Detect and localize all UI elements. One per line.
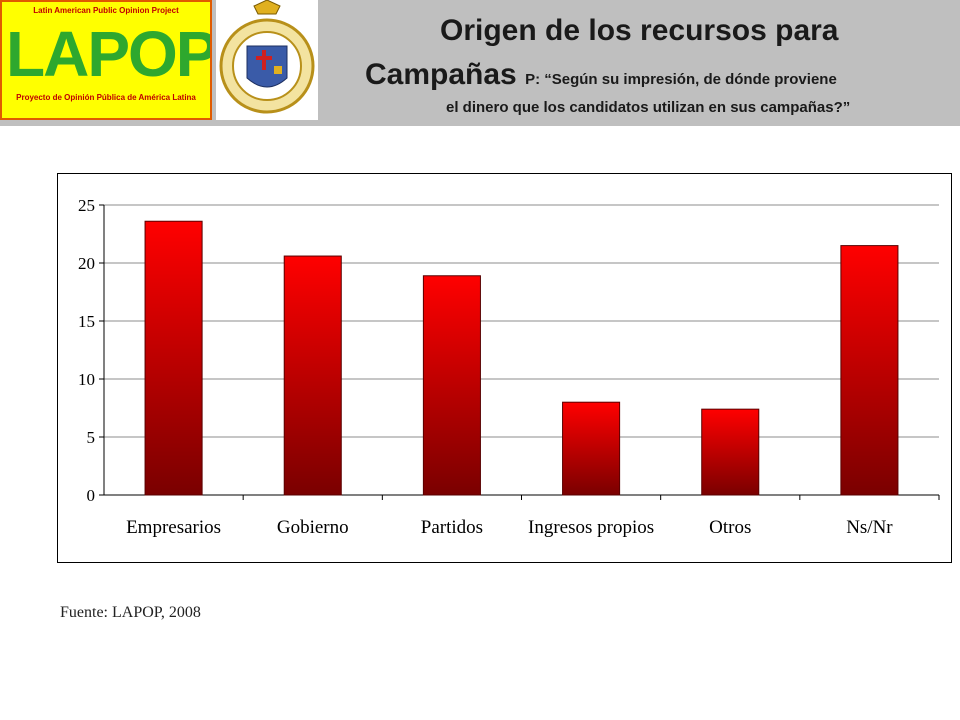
y-tick-label: 10 (78, 370, 95, 389)
y-tick-label: 15 (78, 312, 95, 331)
y-tick-label: 25 (78, 196, 95, 215)
question-text-line2: el dinero que los candidatos utilizan en… (446, 99, 851, 116)
x-tick-label: Partidos (421, 517, 483, 538)
bar-empresarios (144, 220, 203, 496)
university-seal-logo (216, 0, 318, 120)
header-banner: Latin American Public Opinion Project LA… (0, 0, 960, 126)
lapop-logo: Latin American Public Opinion Project LA… (0, 0, 212, 120)
lapop-logo-word: LAPOP (6, 18, 212, 90)
x-tick-label: Ns/Nr (846, 517, 893, 538)
bar-otros (701, 408, 760, 496)
chart-frame: 0 5 10 15 20 25 Empresarios Gobierno Partidos Ing… (57, 173, 952, 563)
y-tick-label: 20 (78, 254, 95, 273)
bar-gobierno (283, 255, 342, 496)
y-tick-label: 5 (87, 428, 96, 447)
bar-ingresos-propios (562, 401, 621, 496)
lapop-logo-bottom-text: Proyecto de Opinión Pública de América L… (16, 93, 196, 102)
bar-ns-nr (840, 245, 899, 496)
page-title-line1: Origen de los recursos para (440, 14, 839, 47)
lapop-logo-top-text: Latin American Public Opinion Project (33, 6, 179, 15)
bar-chart: 0 5 10 15 20 25 Empresarios Gobierno Partidos Ing… (78, 196, 940, 538)
x-tick-label: Otros (709, 517, 751, 538)
x-tick-label: Empresarios (126, 517, 221, 538)
x-tick-label: Gobierno (277, 517, 349, 538)
y-tick-label: 0 (87, 486, 96, 505)
question-text-line1: P: “Según su impresión, de dónde provien… (525, 71, 837, 88)
university-seal-icon (219, 0, 315, 114)
page-title-line2: Campañas P: “Según su impresión, de dónd… (365, 58, 837, 92)
x-tick-label: Ingresos propios (528, 517, 654, 538)
page-title-campanas: Campañas (365, 58, 517, 91)
bar-partidos (422, 275, 481, 496)
source-note: Fuente: LAPOP, 2008 (60, 604, 201, 621)
